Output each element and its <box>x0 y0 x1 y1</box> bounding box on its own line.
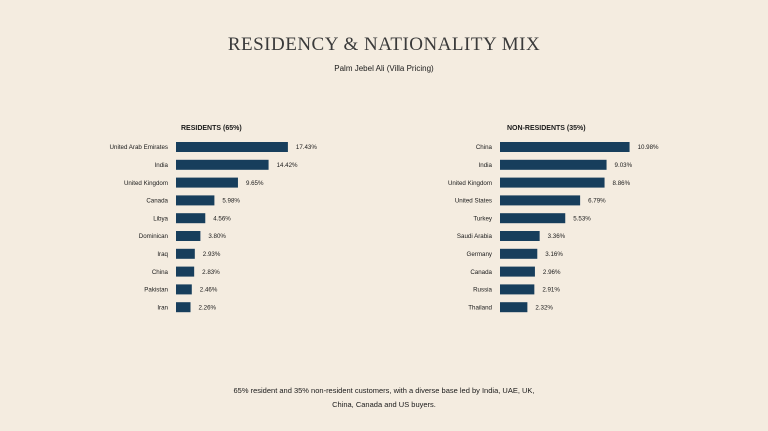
non-residents-category-label: Germany <box>467 251 493 258</box>
residents-category-label: Libya <box>153 215 168 222</box>
non-residents-category-label: China <box>476 144 493 151</box>
residents-bar <box>176 266 195 277</box>
residents-category-label: Iran <box>157 304 168 311</box>
residents-value-label: 2.26% <box>199 304 217 311</box>
residents-category-label: United Kingdom <box>124 180 168 187</box>
non-residents-value-label: 8.86% <box>613 180 631 187</box>
residents-category-label: Canada <box>146 198 168 205</box>
residents-category-label: Pakistan <box>144 287 168 294</box>
residents-bar <box>176 195 215 206</box>
non-residents-chart-title: NON-RESIDENTS (35%) <box>507 125 586 132</box>
non-residents-bar-chart: China 10.98% India 9.03% United Kingdom 8.86%… <box>448 142 659 313</box>
residents-bar <box>176 248 195 259</box>
page-subtitle: Palm Jebel Ali (Villa Pricing) <box>334 64 434 73</box>
non-residents-value-label: 2.96% <box>543 269 561 276</box>
summary-line-2: China, Canada and US buyers. <box>332 400 436 409</box>
residents-value-label: 9.65% <box>246 180 264 187</box>
residents-category-label: China <box>152 269 169 276</box>
non-residents-value-label: 3.36% <box>548 233 566 240</box>
non-residents-value-label: 5.53% <box>573 215 591 222</box>
non-residents-value-label: 3.16% <box>545 251 563 258</box>
residents-bar-chart: United Arab Emirates 17.43% India 14.42% Uni… <box>110 142 317 313</box>
non-residents-value-label: 10.98% <box>638 144 659 151</box>
residents-chart: RESIDENTS (65%) United Arab Emirates 17.4… <box>96 120 376 320</box>
non-residents-value-label: 6.79% <box>588 198 606 205</box>
residents-bar <box>176 284 192 295</box>
residents-chart-title: RESIDENTS (65%) <box>181 125 242 132</box>
non-residents-bar <box>500 266 535 277</box>
residents-value-label: 3.80% <box>208 233 226 240</box>
non-residents-category-label: United States <box>455 198 492 205</box>
residents-value-label: 2.46% <box>200 287 218 294</box>
residents-value-label: 4.56% <box>213 215 231 222</box>
residents-value-label: 5.98% <box>222 198 240 205</box>
page-title: RESIDENCY & NATIONALITY MIX <box>227 34 541 55</box>
summary-line-1: 65% resident and 35% non-resident custom… <box>233 386 535 395</box>
residents-value-label: 14.42% <box>277 162 298 169</box>
non-residents-bar <box>500 195 581 206</box>
non-residents-value-label: 2.32% <box>535 304 553 311</box>
non-residents-bar <box>500 142 630 152</box>
residents-bar <box>176 159 269 170</box>
residents-value-label: 2.83% <box>202 269 220 276</box>
non-residents-value-label: 9.03% <box>615 162 633 169</box>
non-residents-bar <box>500 231 540 241</box>
residents-value-label: 2.93% <box>203 251 221 258</box>
residents-bar <box>176 302 191 313</box>
residents-category-label: India <box>155 162 169 169</box>
residents-bar <box>176 213 206 224</box>
residents-category-label: Iraq <box>157 251 168 258</box>
non-residents-bar <box>500 284 535 295</box>
non-residents-bar <box>500 159 607 170</box>
non-residents-bar <box>500 213 566 224</box>
non-residents-category-label: Turkey <box>473 215 493 222</box>
residents-bar <box>176 177 238 188</box>
non-residents-category-label: Saudi Arabia <box>457 233 493 240</box>
non-residents-bar <box>500 248 538 259</box>
summary-caption: 65% resident and 35% non-resident custom… <box>0 384 768 412</box>
non-residents-value-label: 2.91% <box>542 287 560 294</box>
non-residents-category-label: United Kingdom <box>448 180 492 187</box>
residents-value-label: 17.43% <box>296 144 317 151</box>
residents-bar <box>176 231 201 241</box>
non-residents-bar <box>500 177 605 188</box>
non-residents-bar <box>500 302 528 313</box>
non-residents-category-label: Thailand <box>468 304 492 311</box>
non-residents-category-label: India <box>479 162 493 169</box>
non-residents-category-label: Canada <box>470 269 492 276</box>
non-residents-category-label: Russia <box>473 287 492 294</box>
residents-category-label: Dominican <box>139 233 169 240</box>
non-residents-chart: NON-RESIDENTS (35%) China 10.98% India 9.03… <box>420 120 700 320</box>
residents-bar <box>176 142 288 152</box>
residents-category-label: United Arab Emirates <box>110 144 168 151</box>
